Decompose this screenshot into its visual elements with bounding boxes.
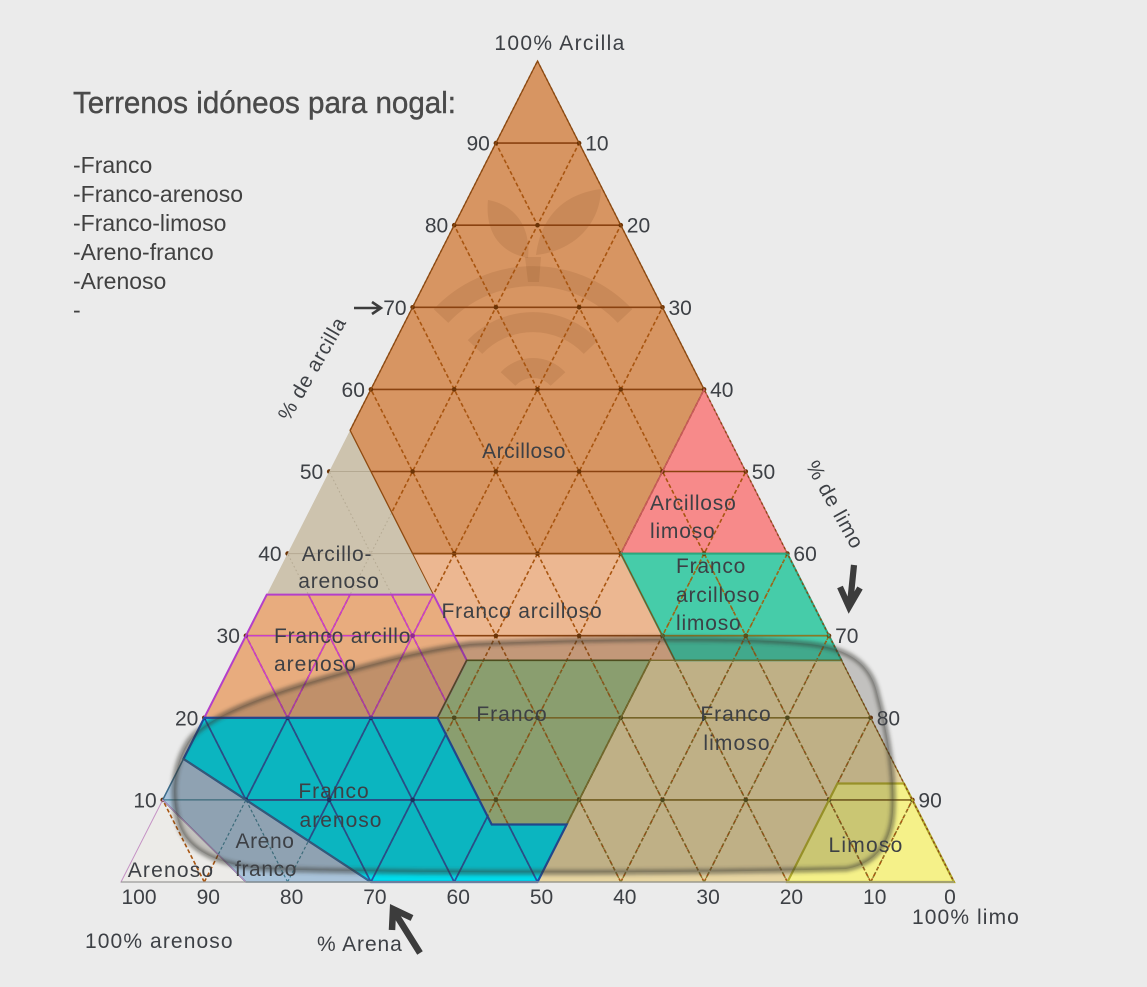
svg-text:40: 40 <box>710 379 733 402</box>
svg-text:100% arenoso: 100% arenoso <box>85 930 234 953</box>
svg-text:Franco: Franco <box>676 555 746 578</box>
svg-text:50: 50 <box>530 886 553 909</box>
svg-text:80: 80 <box>425 215 448 238</box>
svg-text:90: 90 <box>466 133 489 156</box>
svg-text:arenoso: arenoso <box>274 653 357 676</box>
svg-text:-Franco-arenoso: -Franco-arenoso <box>73 181 243 207</box>
svg-text:limoso: limoso <box>703 732 770 755</box>
svg-text:20: 20 <box>627 215 650 238</box>
svg-text:20: 20 <box>175 707 198 730</box>
svg-text:arcilloso: arcilloso <box>676 584 760 607</box>
svg-text:100: 100 <box>121 886 156 909</box>
svg-text:60: 60 <box>793 543 816 566</box>
svg-text:-: - <box>73 297 81 323</box>
svg-text:50: 50 <box>752 461 775 484</box>
svg-text:30: 30 <box>696 886 719 909</box>
svg-text:Arenoso: Arenoso <box>128 859 215 882</box>
svg-text:Areno: Areno <box>235 830 294 853</box>
svg-text:Franco arcillo: Franco arcillo <box>274 625 411 648</box>
svg-text:limoso: limoso <box>676 612 741 635</box>
svg-text:90: 90 <box>197 886 220 909</box>
svg-text:0: 0 <box>944 886 956 909</box>
svg-text:100% limo: 100% limo <box>912 906 1020 929</box>
svg-text:% Arena: % Arena <box>317 933 403 956</box>
svg-text:70: 70 <box>383 297 406 320</box>
svg-text:80: 80 <box>280 886 303 909</box>
svg-text:60: 60 <box>447 886 470 909</box>
svg-text:90: 90 <box>918 789 941 812</box>
svg-text:Franco: Franco <box>700 703 771 726</box>
svg-text:100% Arcilla: 100% Arcilla <box>494 32 625 55</box>
svg-text:20: 20 <box>780 886 803 909</box>
svg-text:-Franco: -Franco <box>73 152 152 178</box>
svg-text:Limoso: Limoso <box>829 834 904 857</box>
svg-text:limoso: limoso <box>650 520 715 543</box>
svg-text:Arcilloso: Arcilloso <box>650 492 737 515</box>
svg-text:10: 10 <box>585 133 608 156</box>
svg-text:30: 30 <box>669 297 692 320</box>
svg-text:-Franco-limoso: -Franco-limoso <box>73 210 226 236</box>
svg-text:80: 80 <box>877 707 900 730</box>
svg-text:Franco: Franco <box>298 780 369 803</box>
svg-text:10: 10 <box>863 886 886 909</box>
svg-text:-Areno-franco: -Areno-franco <box>73 239 214 265</box>
svg-text:Franco arcilloso: Franco arcilloso <box>441 600 602 623</box>
svg-text:40: 40 <box>258 543 281 566</box>
svg-text:arenoso: arenoso <box>300 809 383 832</box>
svg-text:Arcilloso: Arcilloso <box>482 440 566 463</box>
svg-text:arenoso: arenoso <box>298 570 380 593</box>
svg-text:30: 30 <box>217 625 240 648</box>
svg-text:Terrenos idóneos para nogal:: Terrenos idóneos para nogal: <box>73 85 456 120</box>
svg-text:70: 70 <box>835 625 858 648</box>
svg-text:40: 40 <box>613 886 636 909</box>
svg-text:10: 10 <box>133 789 156 812</box>
svg-text:franco: franco <box>235 858 297 881</box>
svg-text:Franco: Franco <box>476 703 547 726</box>
svg-text:70: 70 <box>363 886 386 909</box>
svg-text:50: 50 <box>300 461 323 484</box>
svg-text:60: 60 <box>342 379 365 402</box>
svg-text:-Arenoso: -Arenoso <box>73 268 166 294</box>
svg-text:Arcillo-: Arcillo- <box>302 543 373 566</box>
